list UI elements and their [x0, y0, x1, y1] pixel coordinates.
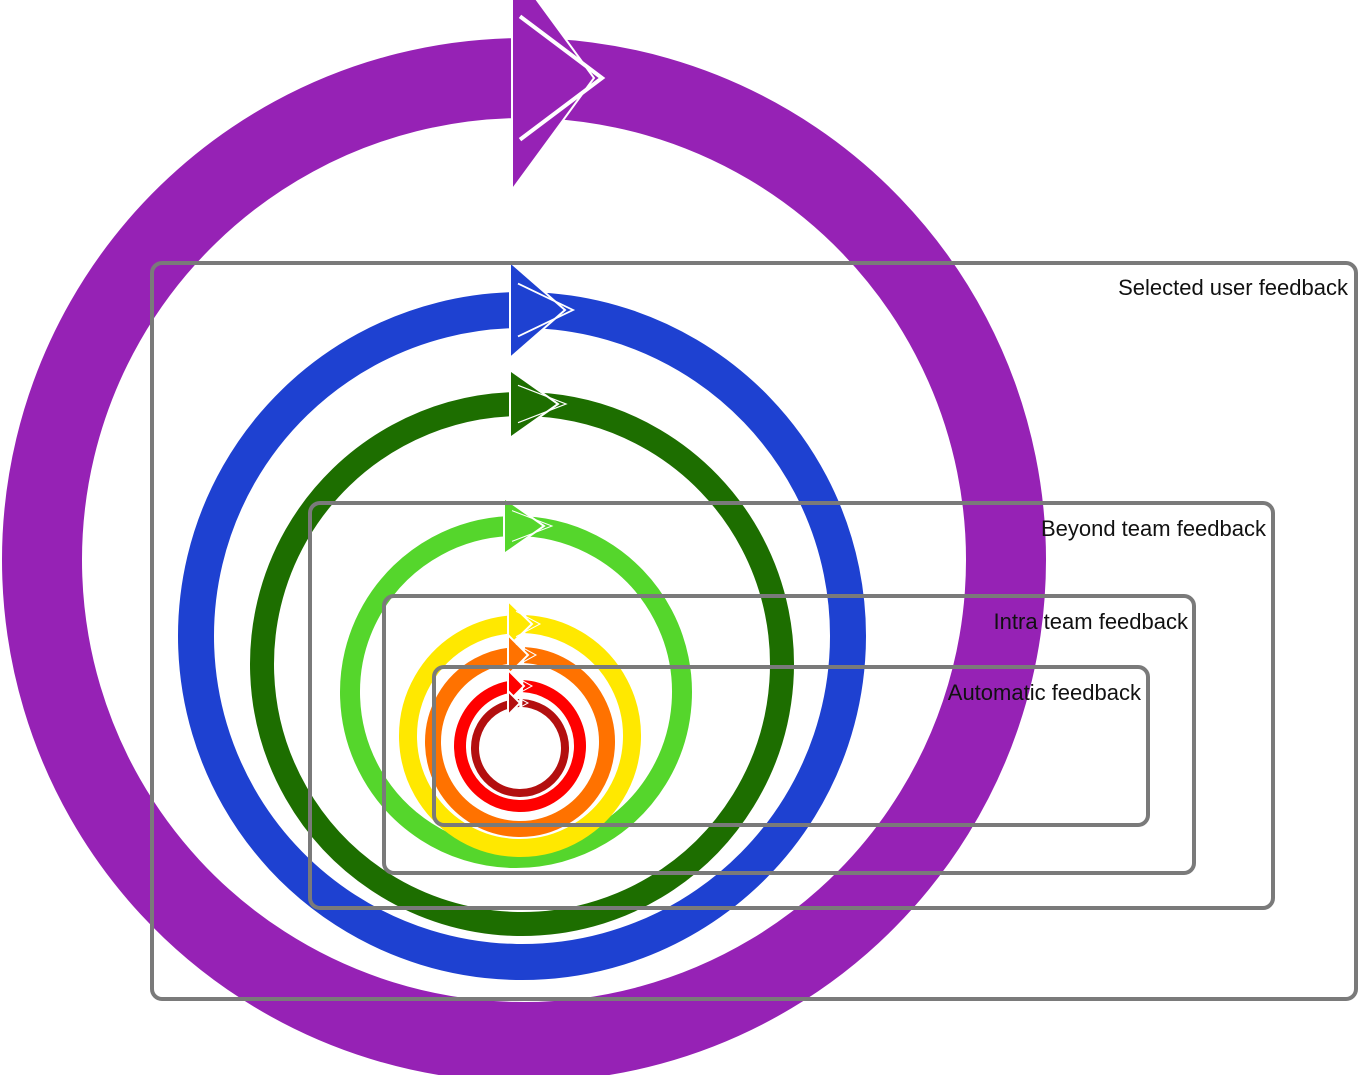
- selected-user-feedback-loop-arrowhead-highlight: [518, 14, 606, 142]
- yellow-loop-arc: [399, 615, 641, 857]
- orange-loop-arc: [425, 647, 615, 837]
- blue-loop-arc: [178, 292, 866, 980]
- blue-loop-arrowhead-highlight: [517, 282, 576, 338]
- red-loop-arrowhead-highlight: [515, 676, 534, 696]
- red-loop-arc: [454, 680, 586, 812]
- dark-red-loop-arc: [471, 699, 569, 797]
- boxes-layer: Selected user feedback Beyond team feedba…: [150, 261, 1358, 1001]
- automatic-feedback-label: Automatic feedback: [948, 680, 1142, 705]
- yellow-loop: [399, 598, 641, 857]
- light-green-loop: [340, 496, 692, 868]
- dark-red-loop-arrowhead-highlight: [515, 695, 530, 711]
- light-green-loop-arrowhead-highlight: [511, 510, 554, 542]
- intra-team-feedback-box: Intra team feedback: [382, 594, 1196, 875]
- intra-team-feedback-label: Intra team feedback: [994, 609, 1189, 634]
- dark-green-loop: [250, 368, 794, 936]
- orange-loop-arrowhead-highlight: [515, 643, 538, 667]
- selected-user-feedback-box: Selected user feedback: [150, 261, 1358, 1001]
- yellow-loop-arrowhead: [507, 598, 534, 650]
- blue-loop: [178, 259, 866, 980]
- selected-user-feedback-loop-arc: [2, 38, 1046, 1075]
- dark-green-loop-arc: [250, 392, 794, 936]
- selected-user-feedback-frame: [150, 261, 1358, 1001]
- blue-loop-arrowhead: [509, 259, 567, 361]
- automatic-feedback-box: Automatic feedback: [432, 665, 1150, 827]
- beyond-team-feedback-box: Beyond team feedback: [308, 501, 1275, 910]
- dark-red-loop-arrowhead: [507, 688, 522, 718]
- light-green-loop-arc: [340, 516, 692, 868]
- selected-user-feedback-loop-arrowhead: [511, 0, 596, 194]
- dark-green-loop-arrowhead: [509, 368, 560, 440]
- dark-red-loop: [471, 688, 569, 797]
- dark-green-loop-arrowhead-highlight: [517, 384, 568, 424]
- loops-layer: [2, 0, 1046, 1075]
- light-green-loop-arrowhead: [503, 496, 546, 556]
- selected-user-feedback-loop: [2, 0, 1046, 1075]
- beyond-team-feedback-frame: [308, 501, 1275, 910]
- selected-user-feedback-label: Selected user feedback: [1118, 275, 1349, 300]
- intra-team-feedback-frame: [382, 594, 1196, 875]
- automatic-feedback-frame: [432, 665, 1150, 827]
- yellow-loop-arrowhead-highlight: [515, 610, 542, 638]
- beyond-team-feedback-label: Beyond team feedback: [1041, 516, 1267, 541]
